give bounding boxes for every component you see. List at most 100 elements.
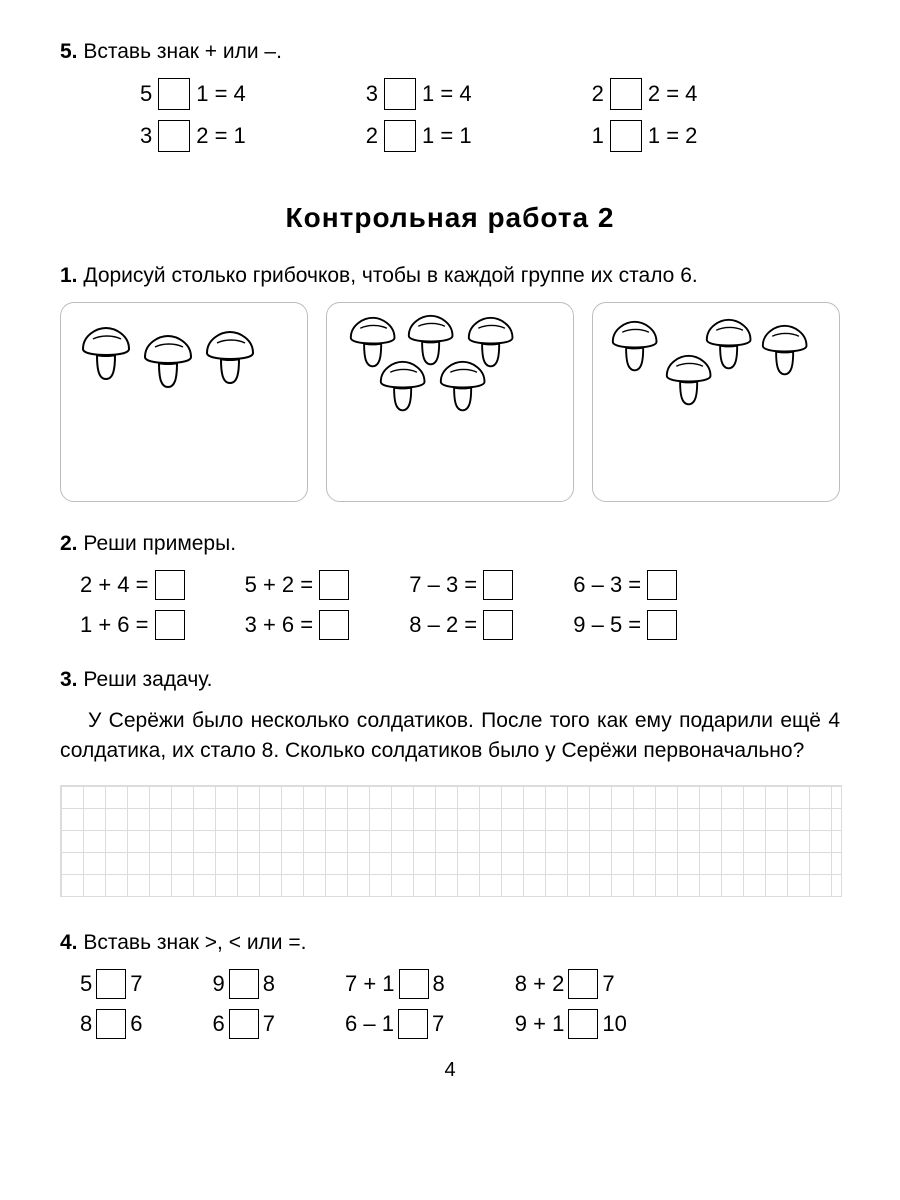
t4-instruction: 4. Вставь знак >, < или =. <box>60 931 840 955</box>
right-operand: 7 <box>602 971 614 997</box>
compare-sign-box[interactable] <box>96 1009 126 1039</box>
mushroom-icon <box>759 323 810 378</box>
sign-input-box[interactable] <box>158 120 190 152</box>
expression: 6 – 3 = <box>573 572 647 598</box>
operand: 1 = 2 <box>648 123 698 149</box>
equation-row: 3 2 = 1 <box>140 120 246 152</box>
t2-instruction: 2. Реши примеры. <box>60 532 840 556</box>
ex5-grid: 51 = 432 = 131 = 421 = 122 = 411 = 2 <box>60 78 840 152</box>
compare-row: 7 + 1 8 <box>345 969 445 999</box>
compare-sign-box[interactable] <box>399 969 429 999</box>
left-operand: 6 <box>213 1011 225 1037</box>
operand: 3 <box>140 123 152 149</box>
operand: 1 = 4 <box>422 81 472 107</box>
mushroom-group-box[interactable] <box>60 302 308 502</box>
operand: 1 <box>592 123 604 149</box>
compare-sign-box[interactable] <box>568 969 598 999</box>
t4-number: 4. <box>60 931 78 954</box>
page-number: 4 <box>60 1059 840 1082</box>
worksheet-page: 5. Вставь знак + или –. 51 = 432 = 131 =… <box>0 0 900 1112</box>
compare-row: 9 + 110 <box>515 1009 627 1039</box>
mushroom-group-box[interactable] <box>326 302 574 502</box>
t3-answer-grid[interactable] <box>60 785 842 897</box>
sign-input-box[interactable] <box>384 78 416 110</box>
t4-text: Вставь знак >, < или =. <box>83 931 306 954</box>
compare-row: 57 <box>80 969 143 999</box>
t1-instruction: 1. Дорисуй столько грибочков, чтобы в ка… <box>60 264 840 288</box>
right-operand: 8 <box>433 971 445 997</box>
mushroom-icon <box>377 359 428 414</box>
t1-text: Дорисуй столько грибочков, чтобы в каждо… <box>83 264 697 287</box>
answer-box[interactable] <box>155 610 185 640</box>
left-operand: 5 <box>80 971 92 997</box>
compare-sign-box[interactable] <box>229 969 259 999</box>
operand: 1 = 4 <box>196 81 246 107</box>
operand: 2 = 4 <box>648 81 698 107</box>
arith-row: 5 + 2 = <box>245 570 350 600</box>
arith-row: 7 – 3 = <box>409 570 513 600</box>
t3-text: Реши задачу. <box>83 668 212 691</box>
answer-box[interactable] <box>155 570 185 600</box>
right-operand: 7 <box>432 1011 444 1037</box>
left-operand: 9 + 1 <box>515 1011 565 1037</box>
arith-row: 6 – 3 = <box>573 570 677 600</box>
answer-box[interactable] <box>319 610 349 640</box>
compare-sign-box[interactable] <box>398 1009 428 1039</box>
right-operand: 8 <box>263 971 275 997</box>
mushroom-icon <box>79 325 133 383</box>
compare-row: 6 – 1 7 <box>345 1009 445 1039</box>
sign-input-box[interactable] <box>384 120 416 152</box>
compare-sign-box[interactable] <box>96 969 126 999</box>
expression: 5 + 2 = <box>245 572 320 598</box>
answer-box[interactable] <box>483 570 513 600</box>
operand: 2 = 1 <box>196 123 246 149</box>
answer-box[interactable] <box>647 610 677 640</box>
left-operand: 8 + 2 <box>515 971 565 997</box>
sign-input-box[interactable] <box>158 78 190 110</box>
mushroom-icon <box>141 333 195 391</box>
compare-row: 8 + 2 7 <box>515 969 627 999</box>
left-operand: 9 <box>213 971 225 997</box>
arith-row: 8 – 2 = <box>409 610 513 640</box>
left-operand: 6 – 1 <box>345 1011 394 1037</box>
left-operand: 7 + 1 <box>345 971 395 997</box>
expression: 1 + 6 = <box>80 612 155 638</box>
expression: 3 + 6 = <box>245 612 320 638</box>
expression: 9 – 5 = <box>573 612 647 638</box>
mushroom-icon <box>703 317 754 372</box>
compare-sign-box[interactable] <box>229 1009 259 1039</box>
t1-number: 1. <box>60 264 78 287</box>
sign-input-box[interactable] <box>610 78 642 110</box>
equation-row: 21 = 1 <box>366 120 472 152</box>
arith-row: 1 + 6 = <box>80 610 185 640</box>
ex5-number: 5. <box>60 40 78 63</box>
t3-instruction: 3. Реши задачу. <box>60 668 840 692</box>
left-operand: 8 <box>80 1011 92 1037</box>
operand: 3 <box>366 81 378 107</box>
compare-row: 67 <box>213 1009 276 1039</box>
operand: 2 <box>366 123 378 149</box>
answer-box[interactable] <box>319 570 349 600</box>
answer-box[interactable] <box>647 570 677 600</box>
t3-word-problem: У Серёжи было несколько солдатиков. Посл… <box>60 706 840 767</box>
arith-row: 9 – 5 = <box>573 610 677 640</box>
expression: 2 + 4 = <box>80 572 155 598</box>
answer-box[interactable] <box>483 610 513 640</box>
t2-number: 2. <box>60 532 78 555</box>
ex5-text: Вставь знак + или –. <box>83 40 282 63</box>
mushroom-icon <box>437 359 488 414</box>
t4-grid: 578698677 + 186 – 178 + 279 + 110 <box>60 969 840 1039</box>
equation-row: 51 = 4 <box>140 78 246 110</box>
operand: 2 <box>592 81 604 107</box>
compare-sign-box[interactable] <box>568 1009 598 1039</box>
mushroom-group-box[interactable] <box>592 302 840 502</box>
compare-row: 86 <box>80 1009 143 1039</box>
right-operand: 6 <box>130 1011 142 1037</box>
mushroom-icon <box>609 319 660 374</box>
compare-row: 98 <box>213 969 276 999</box>
equation-row: 2 2 = 4 <box>592 78 698 110</box>
t1-boxes <box>60 302 840 502</box>
right-operand: 7 <box>130 971 142 997</box>
mushroom-icon <box>203 329 257 387</box>
sign-input-box[interactable] <box>610 120 642 152</box>
